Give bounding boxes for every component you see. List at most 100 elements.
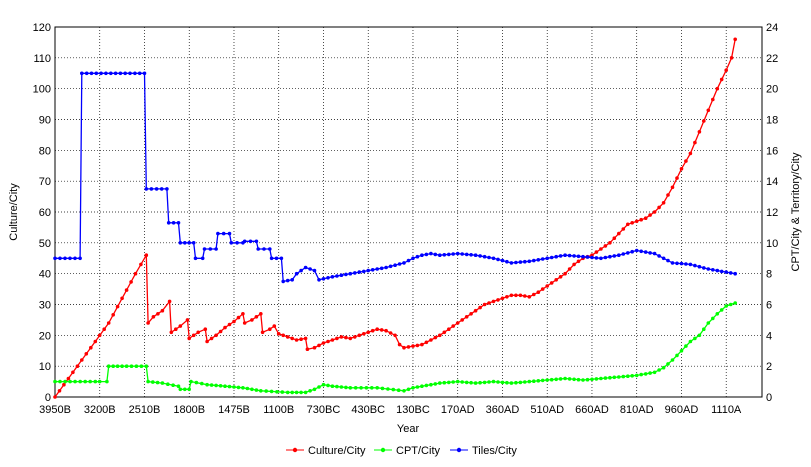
series-point bbox=[415, 385, 420, 389]
series-point bbox=[567, 267, 572, 271]
series-point bbox=[167, 299, 172, 304]
series-point bbox=[166, 382, 170, 387]
series-point bbox=[590, 255, 594, 260]
y-left-tick-label: 20 bbox=[39, 330, 51, 342]
series-point bbox=[275, 390, 279, 394]
series-point bbox=[554, 278, 558, 282]
series-point bbox=[464, 252, 469, 257]
series-point bbox=[728, 302, 733, 307]
series-point bbox=[724, 68, 728, 72]
series-point bbox=[402, 345, 406, 350]
series-point bbox=[558, 275, 563, 279]
series-point bbox=[518, 293, 523, 298]
series-point bbox=[482, 254, 487, 259]
series-point bbox=[487, 301, 491, 305]
series-point bbox=[205, 382, 209, 387]
series-point bbox=[679, 261, 684, 266]
series-point bbox=[348, 336, 353, 341]
series-point bbox=[545, 378, 549, 382]
series-point bbox=[643, 250, 648, 254]
x-tick-label: 360AD bbox=[486, 404, 520, 416]
series-point bbox=[75, 364, 80, 369]
series-point bbox=[715, 312, 720, 316]
series-point bbox=[375, 327, 380, 332]
series-point bbox=[693, 140, 697, 145]
series-point bbox=[639, 249, 643, 254]
series-point bbox=[442, 380, 447, 385]
series-point bbox=[362, 269, 366, 274]
series-point bbox=[733, 271, 737, 276]
series-point bbox=[194, 380, 199, 385]
series-point bbox=[254, 388, 259, 392]
series-point bbox=[406, 345, 411, 349]
series-point bbox=[209, 336, 214, 341]
series-point bbox=[612, 254, 617, 258]
series-point bbox=[83, 379, 87, 384]
series-point bbox=[335, 336, 339, 341]
series-point bbox=[648, 251, 652, 255]
series-point bbox=[118, 71, 123, 76]
series-point bbox=[276, 332, 281, 336]
series-point bbox=[241, 386, 245, 390]
series-point bbox=[160, 381, 165, 385]
series-point bbox=[285, 335, 290, 339]
series-point bbox=[111, 364, 115, 369]
series-point bbox=[473, 381, 478, 385]
series-point bbox=[137, 71, 142, 76]
series-point bbox=[626, 222, 630, 227]
series-point bbox=[216, 231, 220, 236]
series-point bbox=[242, 239, 247, 244]
series-point bbox=[558, 254, 563, 258]
series-point bbox=[128, 71, 132, 76]
series-point bbox=[105, 379, 109, 384]
series-point bbox=[621, 252, 626, 256]
series-point bbox=[706, 321, 711, 325]
series-point bbox=[259, 389, 263, 393]
series-point bbox=[536, 379, 541, 383]
series-point bbox=[235, 241, 239, 245]
series-point bbox=[572, 377, 576, 382]
right-axis-title: CPT/City & Territory/City bbox=[790, 152, 802, 271]
series-point bbox=[183, 387, 187, 392]
series-point bbox=[379, 266, 384, 271]
series-point bbox=[232, 385, 236, 389]
series-point bbox=[294, 390, 299, 395]
series-point bbox=[214, 247, 218, 251]
series-point bbox=[455, 321, 460, 325]
series-point bbox=[93, 379, 98, 384]
series-point bbox=[115, 364, 120, 369]
series-point bbox=[88, 379, 92, 384]
series-point bbox=[171, 383, 175, 388]
series-point bbox=[260, 330, 265, 335]
series-point bbox=[545, 284, 549, 288]
series-point bbox=[608, 241, 612, 245]
series-point bbox=[554, 377, 558, 382]
series-point bbox=[330, 384, 335, 389]
series-point bbox=[380, 386, 385, 391]
series-point bbox=[344, 385, 348, 390]
series-point bbox=[362, 332, 366, 336]
series-point bbox=[274, 256, 279, 261]
series-point bbox=[643, 216, 648, 220]
series-point bbox=[227, 322, 232, 327]
series-point bbox=[312, 345, 317, 350]
series-point bbox=[617, 253, 621, 257]
series-point bbox=[536, 258, 541, 262]
series-point bbox=[187, 241, 191, 245]
legend-item-cpt: CPT/City bbox=[374, 445, 441, 457]
series-point bbox=[303, 265, 308, 270]
series-point bbox=[144, 253, 149, 257]
series-point bbox=[675, 176, 679, 180]
series-point bbox=[294, 338, 299, 342]
series-point bbox=[185, 318, 190, 322]
series-point bbox=[634, 373, 639, 378]
x-tick-label: 1100B bbox=[263, 404, 294, 416]
series-point bbox=[558, 377, 563, 381]
series-point bbox=[353, 386, 358, 390]
series-point bbox=[733, 37, 737, 42]
series-point bbox=[684, 262, 688, 266]
series-point bbox=[639, 372, 643, 377]
series-point bbox=[63, 256, 67, 261]
series-point bbox=[384, 328, 388, 333]
series-point bbox=[505, 259, 509, 264]
